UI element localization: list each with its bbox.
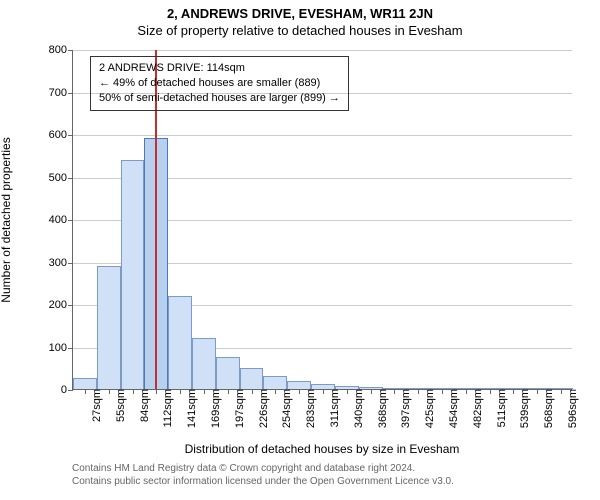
annotation-line-2: ← 49% of detached houses are smaller (88… xyxy=(99,76,340,91)
bar xyxy=(97,266,121,389)
y-axis-label: Number of detached properties xyxy=(0,50,13,390)
bar xyxy=(216,357,240,389)
x-tick-label: 283sqm xyxy=(303,389,317,428)
footer-line-1: Contains HM Land Registry data © Crown c… xyxy=(72,462,454,475)
x-tick-label: 539sqm xyxy=(517,389,531,428)
y-tick-label: 0 xyxy=(61,384,73,396)
x-tick-label: 226sqm xyxy=(256,389,270,428)
bar xyxy=(121,160,145,390)
x-tick-label: 596sqm xyxy=(565,389,579,428)
bar xyxy=(73,378,97,389)
bar xyxy=(263,376,287,389)
page-subtitle: Size of property relative to detached ho… xyxy=(0,21,600,38)
x-tick-mark xyxy=(490,389,491,394)
x-tick-mark xyxy=(299,389,300,394)
x-tick-label: 27sqm xyxy=(89,389,103,422)
x-tick-mark xyxy=(394,389,395,394)
x-tick-mark xyxy=(537,389,538,394)
x-tick-label: 397sqm xyxy=(398,389,412,428)
x-tick-label: 112sqm xyxy=(160,389,174,427)
y-tick-label: 700 xyxy=(49,87,73,99)
x-tick-mark xyxy=(85,389,86,394)
x-tick-mark xyxy=(561,389,562,394)
x-tick-label: 197sqm xyxy=(232,389,246,428)
x-tick-label: 454sqm xyxy=(446,389,460,428)
x-tick-mark xyxy=(252,389,253,394)
bar xyxy=(240,368,264,389)
bar xyxy=(168,296,192,390)
x-tick-label: 340sqm xyxy=(351,389,365,428)
y-tick-label: 600 xyxy=(49,129,73,141)
y-tick-label: 300 xyxy=(49,257,73,269)
x-tick-label: 511sqm xyxy=(494,389,508,427)
x-tick-mark xyxy=(323,389,324,394)
x-tick-label: 141sqm xyxy=(184,389,198,428)
x-tick-mark xyxy=(442,389,443,394)
x-tick-label: 55sqm xyxy=(113,389,127,422)
x-tick-mark xyxy=(133,389,134,394)
y-tick-label: 500 xyxy=(49,172,73,184)
footer-attribution: Contains HM Land Registry data © Crown c… xyxy=(72,462,454,488)
grid-line xyxy=(73,50,572,51)
x-tick-label: 482sqm xyxy=(470,389,484,428)
y-tick-label: 100 xyxy=(49,342,73,354)
x-tick-mark xyxy=(513,389,514,394)
x-tick-mark xyxy=(347,389,348,394)
x-tick-label: 368sqm xyxy=(375,389,389,428)
annotation-line-3: 50% of semi-detached houses are larger (… xyxy=(99,91,340,106)
x-tick-mark xyxy=(228,389,229,394)
y-tick-label: 200 xyxy=(49,299,73,311)
x-tick-mark xyxy=(275,389,276,394)
y-tick-label: 800 xyxy=(49,44,73,56)
x-tick-mark xyxy=(466,389,467,394)
x-tick-mark xyxy=(418,389,419,394)
x-axis-label: Distribution of detached houses by size … xyxy=(72,442,572,456)
annotation-box: 2 ANDREWS DRIVE: 114sqm ← 49% of detache… xyxy=(90,56,349,111)
x-tick-mark xyxy=(371,389,372,394)
x-tick-mark xyxy=(109,389,110,394)
x-tick-mark xyxy=(180,389,181,394)
y-tick-label: 400 xyxy=(49,214,73,226)
x-tick-label: 84sqm xyxy=(137,389,151,422)
bar xyxy=(287,381,311,390)
footer-line-2: Contains public sector information licen… xyxy=(72,475,454,488)
x-tick-mark xyxy=(156,389,157,394)
page-title: 2, ANDREWS DRIVE, EVESHAM, WR11 2JN xyxy=(0,0,600,21)
x-tick-label: 425sqm xyxy=(422,389,436,428)
x-tick-label: 254sqm xyxy=(279,389,293,428)
x-tick-mark xyxy=(204,389,205,394)
bar xyxy=(192,338,216,389)
x-tick-label: 568sqm xyxy=(541,389,555,428)
annotation-line-1: 2 ANDREWS DRIVE: 114sqm xyxy=(99,61,340,76)
grid-line xyxy=(73,135,572,136)
x-tick-label: 169sqm xyxy=(208,389,222,428)
x-tick-label: 311sqm xyxy=(327,389,341,427)
